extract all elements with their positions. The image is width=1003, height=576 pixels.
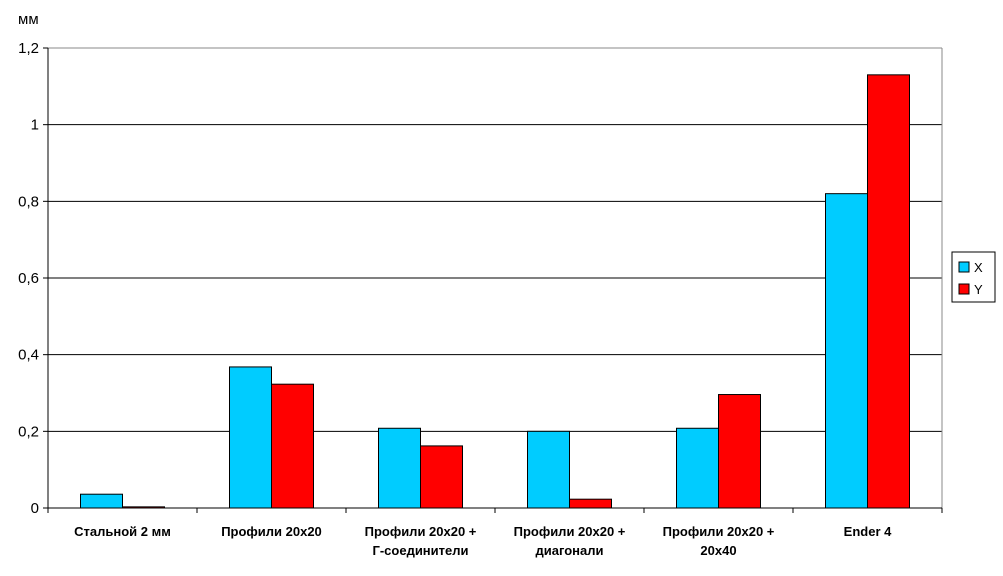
y-tick-label: 1,2 xyxy=(18,40,39,57)
bar-x-4 xyxy=(676,427,719,509)
y-tick-label: 0,6 xyxy=(18,270,39,287)
x-category-label: Ender 4 xyxy=(844,524,892,539)
bar-x-0 xyxy=(80,493,123,509)
bar-y-2 xyxy=(420,445,463,509)
y-tick-label: 0,8 xyxy=(18,193,39,210)
x-category-label: Профили 20x20 xyxy=(221,524,322,539)
bars xyxy=(80,74,910,509)
x-category-label: Стальной 2 мм xyxy=(74,524,171,539)
y-tick-label: 0 xyxy=(31,500,39,517)
bar-x-3 xyxy=(527,430,570,509)
axes xyxy=(47,47,943,513)
y-axis-ticks: 0 0,2 0,4 0,6 0,8 1 1,2 xyxy=(18,40,48,517)
legend: XY xyxy=(951,251,996,303)
legend-label-y: Y xyxy=(974,282,983,297)
bar-y-4 xyxy=(718,394,761,509)
x-category-label: Профили 20x20 + Г-соединители xyxy=(365,524,477,558)
legend-swatch-y xyxy=(958,283,970,295)
bar-y-5 xyxy=(867,74,910,509)
y-tick-label: 1 xyxy=(31,117,39,134)
legend-label-x: X xyxy=(974,260,983,275)
y-unit-label: мм xyxy=(18,11,39,28)
y-tick-label: 0,2 xyxy=(18,423,39,440)
x-category-label: Профили 20x20 +20x40 xyxy=(663,524,775,558)
bar-x-2 xyxy=(378,427,421,509)
y-tick-label: 0,4 xyxy=(18,347,39,364)
x-axis-labels: Стальной 2 мм Профили 20x20 Профили 20x20 … xyxy=(74,524,892,558)
bar-x-5 xyxy=(825,193,868,509)
bar-y-3 xyxy=(569,498,612,509)
gridlines xyxy=(48,47,942,432)
legend-swatch-x xyxy=(958,261,970,273)
x-category-label: Профили 20x20 + диагонали xyxy=(514,524,626,558)
bar-y-1 xyxy=(271,383,314,509)
bar-x-1 xyxy=(229,366,272,509)
